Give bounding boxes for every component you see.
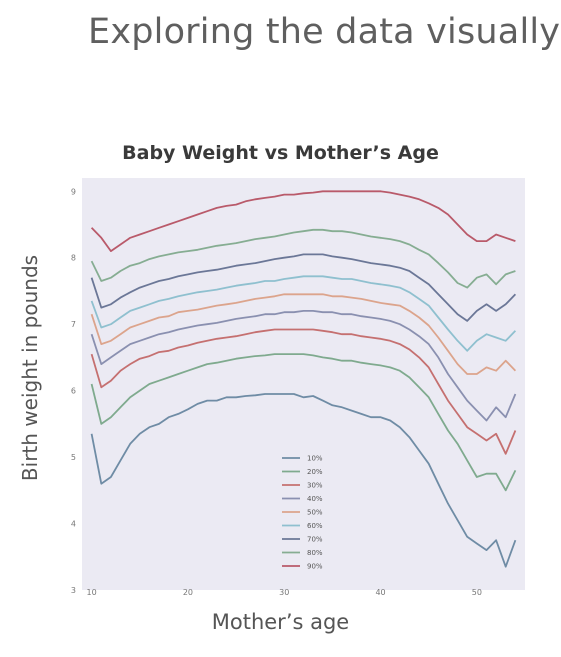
y-tick-label: 4 [71,520,76,529]
x-tick-label: 20 [183,588,193,597]
x-tick-label: 50 [472,588,482,597]
legend-label: 70% [307,536,323,544]
legend-label: 40% [307,495,323,503]
x-tick-label: 10 [87,588,97,597]
legend-label: 30% [307,482,323,490]
y-tick-label: 9 [71,187,76,196]
legend-label: 80% [307,549,323,557]
y-tick-label: 3 [71,586,76,595]
legend-label: 90% [307,563,323,571]
legend-label: 20% [307,468,323,476]
x-tick-label: 40 [375,588,385,597]
y-tick-label: 5 [71,453,76,462]
x-tick-label: 30 [279,588,289,597]
legend-label: 60% [307,522,323,530]
legend-label: 10% [307,455,323,463]
legend-label: 50% [307,509,323,517]
y-tick-label: 7 [71,320,76,329]
y-tick-label: 8 [71,254,76,263]
y-tick-label: 6 [71,387,76,396]
